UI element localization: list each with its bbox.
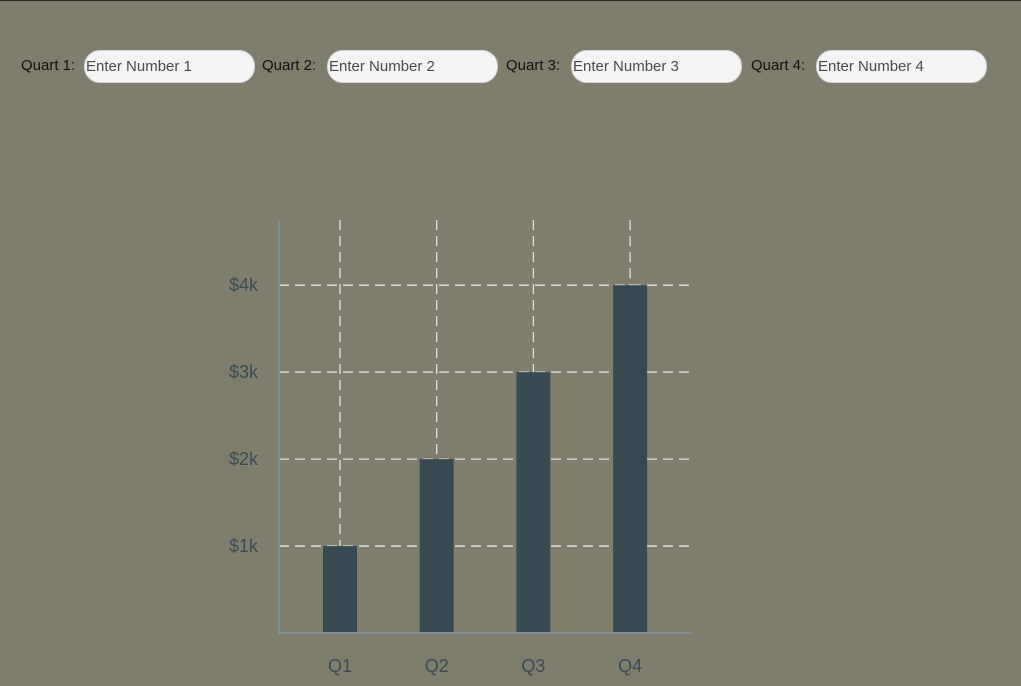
x-tick-label: Q1 <box>328 656 352 676</box>
x-tick-label: Q3 <box>521 656 545 676</box>
bar-q3 <box>516 372 551 633</box>
bar-q2 <box>419 459 454 633</box>
quart-1-label: Quart 1: <box>21 57 76 74</box>
bar-q4 <box>613 285 648 633</box>
quart-3-input[interactable] <box>571 50 742 83</box>
quart-2-label: Quart 2: <box>262 57 317 74</box>
bar-q1 <box>323 546 357 633</box>
quart-3-label: Quart 3: <box>506 57 561 74</box>
axes <box>278 220 692 634</box>
bars <box>323 285 648 633</box>
quart-4-input[interactable] <box>816 50 987 83</box>
quart-4-label: Quart 4: <box>751 57 806 74</box>
x-tick-label: Q2 <box>425 656 449 676</box>
y-tick-label: $3k <box>229 362 259 382</box>
quart-2-input[interactable] <box>327 50 498 83</box>
quarter-inputs: Quart 1: Quart 2: Quart 3: Quart 4: <box>0 1 1021 121</box>
tick-labels: $1k $2k $3k $4k Q1 Q2 Q3 Q4 <box>229 275 642 676</box>
quart-1-input[interactable] <box>84 50 255 83</box>
y-tick-label: $4k <box>229 275 259 295</box>
x-tick-label: Q4 <box>618 656 642 676</box>
y-tick-label: $1k <box>229 536 259 556</box>
y-tick-label: $2k <box>229 449 259 469</box>
